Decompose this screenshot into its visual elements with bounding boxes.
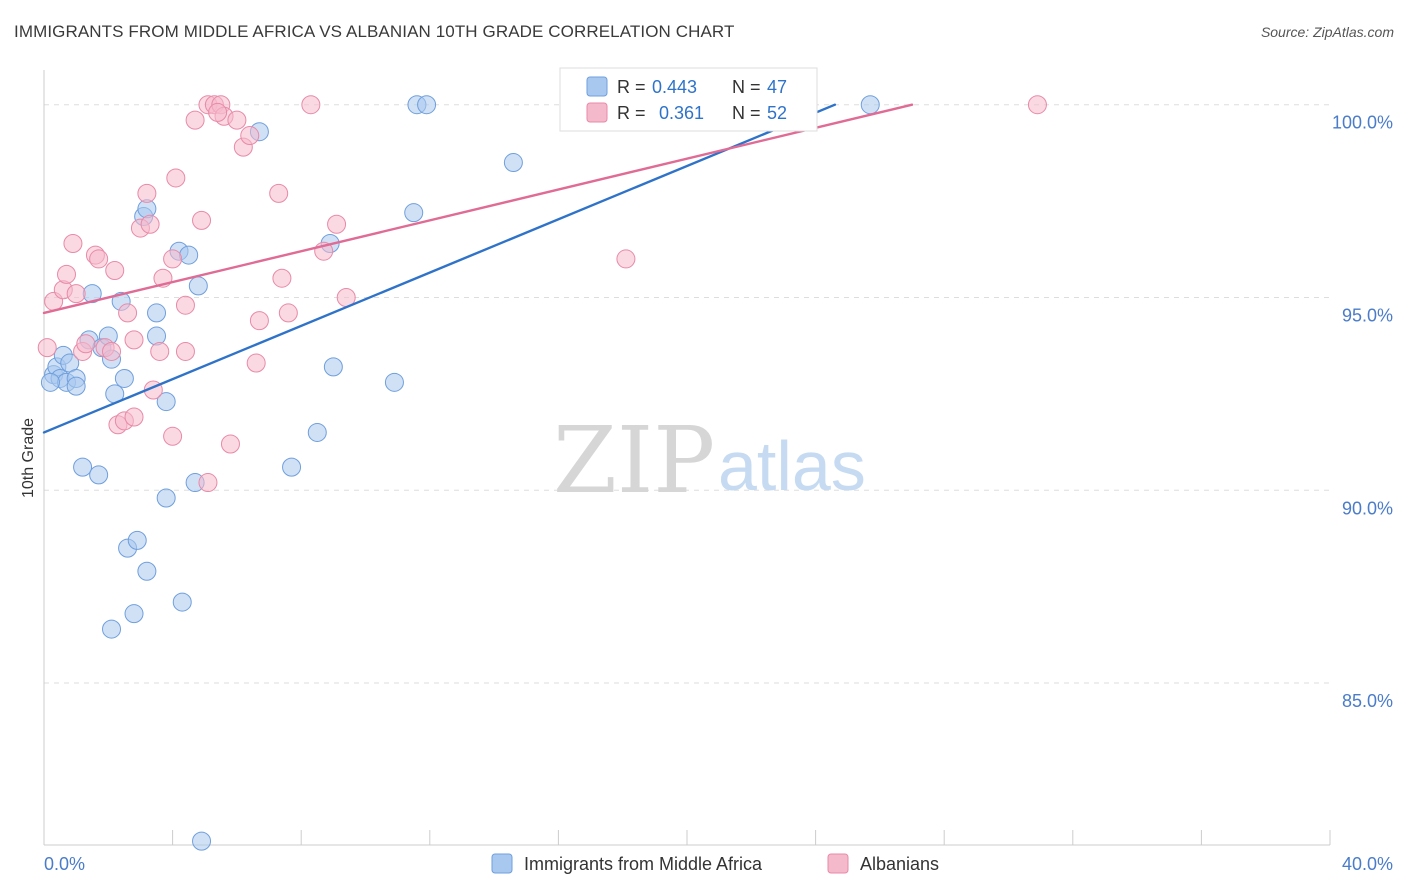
y-tick-label: 100.0% bbox=[1332, 113, 1393, 133]
stats-blue-r-value: 0.443 bbox=[652, 77, 697, 97]
legend-pink-label: Albanians bbox=[860, 854, 939, 874]
pink-data-point bbox=[57, 264, 77, 284]
blue-data-point bbox=[102, 619, 122, 639]
blue-data-point bbox=[73, 457, 93, 477]
legend-blue-label: Immigrants from Middle Africa bbox=[524, 854, 763, 874]
pink-data-point bbox=[105, 260, 125, 280]
chart-title: IMMIGRANTS FROM MIDDLE AFRICA VS ALBANIA… bbox=[14, 22, 735, 41]
y-tick-label: 95.0% bbox=[1342, 305, 1393, 325]
blue-data-point bbox=[156, 392, 176, 412]
blue-data-point bbox=[323, 357, 343, 377]
pink-data-point bbox=[227, 110, 247, 130]
pink-data-point bbox=[102, 341, 122, 361]
pink-data-point bbox=[327, 214, 347, 234]
pink-data-point bbox=[192, 210, 212, 230]
pink-data-point bbox=[616, 249, 636, 269]
pink-data-point bbox=[278, 303, 298, 323]
pink-data-point bbox=[208, 102, 228, 122]
y-axis-label: 10th Grade bbox=[20, 418, 37, 498]
stats-pink-r-label: R = bbox=[617, 103, 646, 123]
pink-data-point bbox=[185, 110, 205, 130]
blue-data-point bbox=[307, 422, 327, 442]
blue-data-point bbox=[384, 372, 404, 392]
x-tick-labels: 0.0% 40.0% bbox=[44, 830, 1393, 874]
blue-data-point bbox=[179, 245, 199, 265]
y-tick-label: 85.0% bbox=[1342, 691, 1393, 711]
blue-data-point bbox=[40, 372, 60, 392]
blue-data-point bbox=[188, 276, 208, 296]
pink-data-point bbox=[76, 334, 96, 354]
legend-pink-swatch bbox=[827, 853, 849, 874]
x-tick-label: 0.0% bbox=[44, 854, 85, 874]
pink-data-point bbox=[246, 353, 266, 373]
legend-blue-swatch bbox=[491, 853, 513, 874]
watermark-zip: ZIP bbox=[553, 407, 715, 514]
blue-data-point bbox=[417, 95, 437, 115]
stats-blue-n-label: N = bbox=[732, 77, 761, 97]
blue-data-point bbox=[137, 561, 157, 581]
pink-data-point bbox=[269, 183, 289, 203]
pink-data-point bbox=[63, 234, 83, 254]
pink-data-point bbox=[163, 426, 183, 446]
pink-data-point bbox=[66, 284, 86, 304]
trend-lines bbox=[42, 103, 914, 434]
stats-pink-n-label: N = bbox=[732, 103, 761, 123]
pink-data-point bbox=[272, 268, 292, 288]
pink-data-point bbox=[198, 473, 218, 493]
pink-data-point bbox=[220, 434, 240, 454]
pink-data-point bbox=[175, 341, 195, 361]
stats-pink-swatch bbox=[586, 102, 608, 123]
series-legend: Immigrants from Middle Africa Albanians bbox=[491, 853, 939, 874]
blue-data-point bbox=[114, 368, 134, 388]
stats-blue-n-value: 47 bbox=[767, 77, 787, 97]
gridlines bbox=[44, 104, 1330, 684]
pink-data-point bbox=[301, 95, 321, 115]
x-tick-label: 40.0% bbox=[1342, 854, 1393, 874]
pink-data-point bbox=[140, 214, 160, 234]
blue-data-point bbox=[147, 303, 167, 323]
blue-data-point bbox=[89, 465, 109, 485]
stats-blue-swatch bbox=[586, 76, 608, 97]
pink-data-point bbox=[163, 249, 183, 269]
pink-data-point bbox=[37, 338, 57, 358]
stats-pink-n-value: 52 bbox=[767, 103, 787, 123]
y-tick-labels: 100.0% 95.0% 90.0% 85.0% bbox=[1332, 113, 1393, 711]
pink-data-point bbox=[124, 330, 144, 350]
blue-data-point bbox=[192, 831, 212, 851]
pink-data-point bbox=[118, 303, 138, 323]
blue-data-point bbox=[156, 488, 176, 508]
stats-blue-r-label: R = bbox=[617, 77, 646, 97]
pink-data-point bbox=[124, 407, 144, 427]
pink-data-point bbox=[150, 341, 170, 361]
watermark: ZIP atlas bbox=[553, 407, 866, 514]
stats-legend: R = 0.443 N = 47 R = 0.361 N = 52 bbox=[559, 67, 818, 132]
blue-data-point bbox=[404, 203, 424, 223]
blue-data-point bbox=[66, 376, 86, 396]
blue-data-point bbox=[147, 326, 167, 346]
stats-pink-r-value: 0.361 bbox=[659, 103, 704, 123]
blue-data-point bbox=[860, 95, 880, 115]
pink-data-point bbox=[89, 249, 109, 269]
pink-data-point bbox=[240, 126, 260, 146]
blue-trend-line bbox=[42, 103, 837, 434]
blue-data-point bbox=[282, 457, 302, 477]
blue-data-point bbox=[124, 604, 144, 624]
pink-data-point bbox=[166, 168, 186, 188]
watermark-atlas: atlas bbox=[718, 427, 866, 505]
y-tick-label: 90.0% bbox=[1342, 498, 1393, 518]
pink-trend-line bbox=[42, 103, 914, 315]
pink-data-point bbox=[249, 311, 269, 331]
blue-data-point bbox=[503, 153, 523, 173]
blue-data-point bbox=[127, 530, 147, 550]
data-points bbox=[37, 95, 1047, 851]
pink-data-point bbox=[175, 295, 195, 315]
pink-data-point bbox=[1027, 95, 1047, 115]
source-label: Source: ZipAtlas.com bbox=[1260, 24, 1394, 40]
blue-data-point bbox=[172, 592, 192, 612]
pink-data-point bbox=[137, 183, 157, 203]
